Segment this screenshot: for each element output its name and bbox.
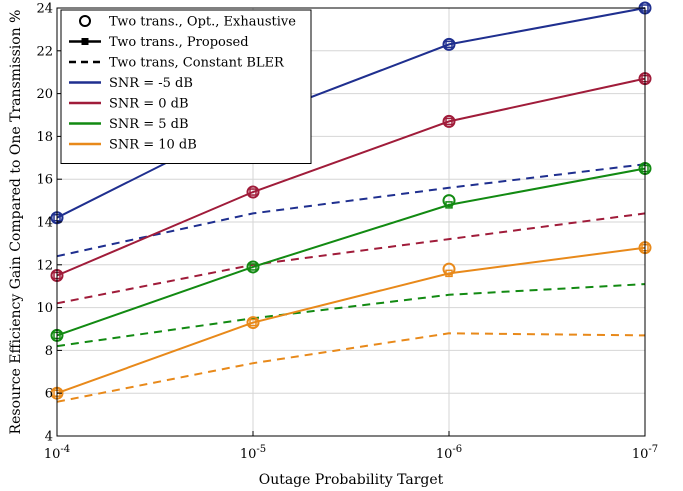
y-axis-label: Resource Efficiency Gain Compared to One… xyxy=(8,10,24,435)
y-tick-label: 24 xyxy=(36,2,53,17)
y-tick-label: 22 xyxy=(36,44,53,59)
proposed-marker xyxy=(249,318,257,327)
exhaustive-marker xyxy=(442,194,456,208)
exhaustive-marker xyxy=(442,262,456,276)
y-tick-label: 8 xyxy=(45,344,53,359)
y-tick-label: 18 xyxy=(36,130,53,145)
legend-label: SNR = 10 dB xyxy=(109,138,197,153)
y-tick-label: 10 xyxy=(36,301,53,316)
x-tick-label: 10-7 xyxy=(632,444,658,462)
constant-bler-line xyxy=(56,283,646,348)
series-group xyxy=(50,162,652,348)
constant-bler-line xyxy=(56,163,646,258)
exhaustive-marker xyxy=(442,114,456,128)
x-tick-label: 10-6 xyxy=(436,444,462,462)
constant-bler-line xyxy=(56,332,646,403)
legend-label: Two trans, Constant BLER xyxy=(109,56,285,71)
y-tick-label: 14 xyxy=(36,216,53,231)
exhaustive-marker xyxy=(442,37,456,51)
x-tick-label: 10-5 xyxy=(240,444,266,462)
series-layer xyxy=(50,1,652,403)
proposed-marker xyxy=(445,40,453,49)
legend-box xyxy=(60,9,312,164)
proposed-marker xyxy=(249,188,257,196)
legend-label: Two trans., Opt., Exhaustive xyxy=(109,15,296,30)
proposed-marker xyxy=(249,263,257,271)
legend-label: SNR = 0 dB xyxy=(109,97,189,112)
exhaustive-marker xyxy=(246,316,260,330)
x-tick-label: 10-4 xyxy=(44,444,70,462)
y-tick-label: 20 xyxy=(36,87,53,102)
exhaustive-marker xyxy=(246,260,260,274)
legend: Two trans., Opt., Exhaustive Two trans., … xyxy=(60,9,312,164)
proposed-line xyxy=(56,7,646,219)
y-tick-label: 16 xyxy=(36,173,53,188)
proposed-line xyxy=(56,167,646,337)
exhaustive-marker xyxy=(246,185,260,199)
y-tick-label: 12 xyxy=(36,258,53,273)
legend-label: Two trans., Proposed xyxy=(109,35,249,50)
series-group xyxy=(50,241,652,403)
legend-swatch-circle xyxy=(79,15,91,27)
legend-label: SNR = 5 dB xyxy=(109,117,189,132)
legend-label: SNR = -5 dB xyxy=(109,76,193,91)
proposed-line xyxy=(56,77,646,277)
y-tick-label: 6 xyxy=(45,387,53,402)
axis-ticks: 4 6 8 10 12 14 16 18 20 22 24 10-4 10-5 10-6 10-7 xyxy=(36,2,658,463)
legend-swatch-square xyxy=(81,38,89,45)
y-tick-label: 4 xyxy=(45,430,53,445)
proposed-line xyxy=(56,246,646,395)
x-axis-label: Outage Probability Target xyxy=(259,472,444,488)
proposed-marker xyxy=(445,117,453,126)
constant-bler-line xyxy=(56,212,646,305)
